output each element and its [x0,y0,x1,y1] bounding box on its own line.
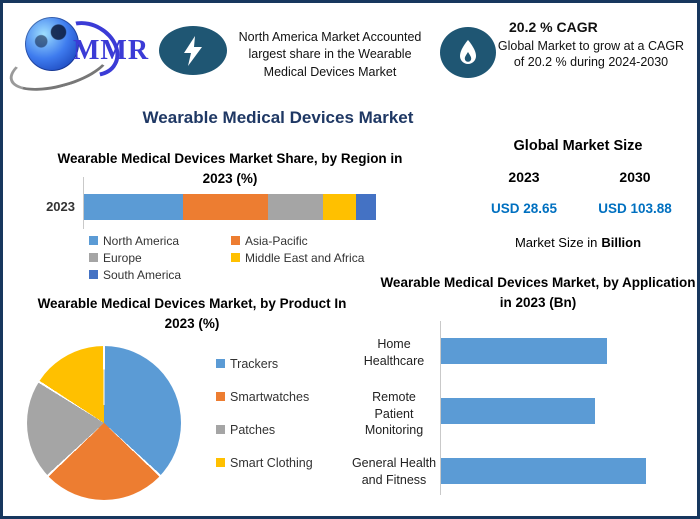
product-legend: Trackers Smartwatches Patches Smart Clothin… [216,355,313,471]
globe-icon [25,17,79,71]
header-callout-left: North America Market Accounted largest s… [238,30,422,79]
region-legend: North America Asia-Pacific Europe Middle Ea… [89,232,409,283]
region-segment-europe [267,194,324,220]
market-size-value-2023: USD 28.65 [490,201,558,216]
region-chart-title: Wearable Medical Devices Market Share, b… [57,151,403,186]
product-chart-title: Wearable Medical Devices Market, by Prod… [37,296,347,331]
application-bar [441,458,646,484]
legend-marker-icon [89,236,98,245]
legend-label: South America [103,267,182,282]
flame-glyph [460,39,476,64]
application-bar [441,338,607,364]
product-pie-chart [27,346,181,500]
legend-item-smart-clothing: Smart Clothing [216,454,313,471]
market-size-title: Global Market Size [513,138,643,154]
market-size-note-prefix: Market Size in [514,235,598,250]
region-segment-asia-pacific [183,194,268,220]
legend-label: Smartwatches [230,389,310,404]
legend-marker-icon [231,236,240,245]
application-bar [441,398,595,424]
legend-label: Smart Clothing [230,455,313,470]
legend-item-south-america: South America [89,266,231,283]
application-category-label: Remote Patient Monitoring [364,390,424,437]
market-size-year-2023: 2023 [508,169,540,185]
legend-label: Patches [230,422,276,437]
legend-item-trackers: Trackers [216,355,313,372]
region-segment-south-america [355,194,376,220]
market-size-value-2030: USD 103.88 [598,201,672,216]
page-title: Wearable Medical Devices Market [142,108,414,127]
region-segment-north-america [84,194,184,220]
legend-label: Europe [103,250,142,265]
application-chart-axis [440,321,441,495]
legend-item-smartwatches: Smartwatches [216,388,313,405]
flame-icon [440,27,496,78]
legend-label: Trackers [230,356,279,371]
legend-item-patches: Patches [216,421,313,438]
logo-text: MMR [73,35,150,66]
cagr-title: 20.2 % CAGR [509,19,598,35]
region-chart-year-label: 2023 [46,199,75,214]
legend-marker-icon [216,359,225,368]
legend-item-asia-pacific: Asia-Pacific [231,232,403,249]
region-segment-middle-east-and-africa [323,194,356,220]
legend-label: Middle East and Africa [245,250,365,265]
legend-item-north-america: North America [89,232,231,249]
lightning-bolt-glyph [184,35,202,66]
application-category-label: Home Healthcare [363,337,425,368]
legend-marker-icon [216,425,225,434]
legend-marker-icon [89,270,98,279]
header-callout-right: 20.2 % CAGR Global Market to grow at a C… [497,18,685,71]
market-size-note: Market Size in Billion [463,235,693,250]
mmr-logo: MMR [4,9,151,101]
legend-marker-icon [216,458,225,467]
market-size-note-unit: Billion [601,235,642,250]
cagr-body: Global Market to grow at a CAGR of 20.2 … [497,38,685,70]
legend-item-middle-east-and-africa: Middle East and Africa [231,249,403,266]
legend-label: North America [103,233,180,248]
region-chart-axis [83,177,84,229]
region-stacked-bar [84,194,376,220]
legend-marker-icon [216,392,225,401]
application-chart-title: Wearable Medical Devices Market, by Appl… [380,275,696,310]
lightning-icon [159,26,227,75]
legend-item-europe: Europe [89,249,231,266]
legend-label: Asia-Pacific [245,233,308,248]
legend-marker-icon [89,253,98,262]
market-size-year-2030: 2030 [619,169,651,185]
application-category-label: General Health and Fitness [351,456,437,487]
legend-marker-icon [231,253,240,262]
